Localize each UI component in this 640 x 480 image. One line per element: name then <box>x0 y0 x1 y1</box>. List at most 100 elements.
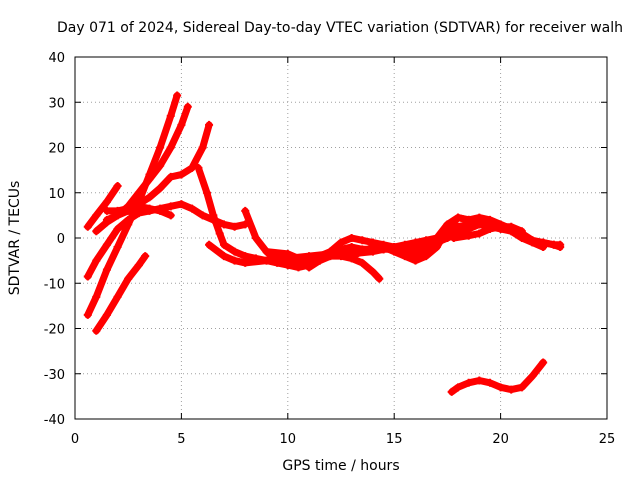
data-point <box>198 211 207 220</box>
data-point <box>422 252 431 261</box>
data-point <box>102 310 111 319</box>
data-point <box>166 172 175 181</box>
data-point <box>315 252 324 261</box>
data-point <box>102 218 111 227</box>
data-point <box>411 240 420 249</box>
data-point <box>305 263 314 272</box>
data-point <box>337 252 345 261</box>
data-point <box>432 243 441 252</box>
data-point <box>262 256 271 265</box>
data-point <box>173 91 182 100</box>
data-point <box>485 215 494 224</box>
data-point <box>113 224 122 233</box>
x-tick-label: 25 <box>599 432 616 447</box>
data-point <box>205 120 214 129</box>
data-point <box>449 234 458 242</box>
data-point <box>539 358 548 367</box>
data-point <box>464 215 473 224</box>
data-point <box>475 376 484 385</box>
data-point <box>145 204 154 213</box>
series-arc-07 <box>102 202 175 220</box>
data-point <box>464 231 473 240</box>
data-point <box>507 222 516 231</box>
axes: 0 5 10 15 20 25 -40 -30 -20 -10 0 10 20 30 40 <box>44 51 616 447</box>
y-tick-label: -40 <box>44 413 65 428</box>
y-tick-label: -20 <box>44 323 65 338</box>
data-point <box>475 229 484 238</box>
series-arc-01 <box>83 181 122 231</box>
data-point <box>124 220 133 229</box>
data-point <box>145 193 154 202</box>
data-point <box>528 372 537 381</box>
data-point <box>113 181 122 190</box>
x-tick-label: 5 <box>177 432 185 447</box>
data-point <box>496 383 505 392</box>
data-point <box>368 243 377 252</box>
x-tick-label: 15 <box>386 432 403 447</box>
data-point <box>273 256 282 265</box>
x-tick-label: 0 <box>71 432 79 447</box>
data-point <box>400 252 409 261</box>
data-point <box>134 188 143 197</box>
data-point <box>166 202 175 211</box>
data-point <box>326 247 335 256</box>
data-point <box>209 211 218 220</box>
data-point <box>102 197 111 206</box>
y-tick-label: 20 <box>48 142 65 157</box>
data-point <box>358 258 367 267</box>
data-point <box>464 378 473 387</box>
y-axis-label: SDTVAR / TECUs <box>7 181 23 296</box>
data-point <box>177 120 186 129</box>
data-point <box>283 249 292 258</box>
data-point <box>294 258 303 267</box>
data-point <box>113 243 122 252</box>
data-point <box>205 240 214 249</box>
data-point <box>202 188 211 197</box>
data-point <box>556 243 565 252</box>
data-point <box>517 383 526 392</box>
data-point <box>83 222 92 231</box>
data-point <box>134 202 143 211</box>
data-point <box>92 227 101 236</box>
data-point <box>347 252 356 261</box>
data-point <box>358 236 367 245</box>
data-point <box>166 211 175 220</box>
y-tick-label: 10 <box>48 187 65 202</box>
series-arc-16 <box>447 358 548 396</box>
data-point <box>166 143 175 152</box>
data-point <box>113 292 122 301</box>
data-point <box>454 222 463 231</box>
series-line <box>92 252 149 335</box>
series-arc-06 <box>92 252 150 335</box>
series-layer <box>83 91 565 396</box>
data-point <box>475 213 484 222</box>
x-tick-label: 20 <box>492 432 509 447</box>
data-point <box>141 252 150 261</box>
data-point <box>485 224 494 233</box>
data-point <box>102 265 111 274</box>
y-tick-label: 30 <box>48 96 65 111</box>
data-point <box>230 247 239 256</box>
data-point <box>156 184 165 193</box>
data-point <box>443 224 452 233</box>
series-line <box>84 182 122 231</box>
data-point <box>528 238 537 247</box>
data-point <box>230 222 239 231</box>
data-point <box>241 206 250 215</box>
data-point <box>177 200 186 209</box>
chart-title: Day 071 of 2024, Sidereal Day-to-day VTE… <box>57 20 623 36</box>
data-point <box>230 256 239 265</box>
data-point <box>92 326 101 335</box>
data-point <box>337 245 345 254</box>
data-point <box>358 247 367 256</box>
data-point <box>83 310 92 319</box>
data-point <box>124 274 133 283</box>
data-point <box>485 378 494 387</box>
data-point <box>102 240 111 249</box>
data-point <box>194 163 203 172</box>
data-point <box>375 274 384 283</box>
data-point <box>241 258 250 267</box>
data-point <box>219 240 228 249</box>
y-tick-label: 0 <box>57 232 65 247</box>
y-tick-label: -10 <box>44 277 65 292</box>
